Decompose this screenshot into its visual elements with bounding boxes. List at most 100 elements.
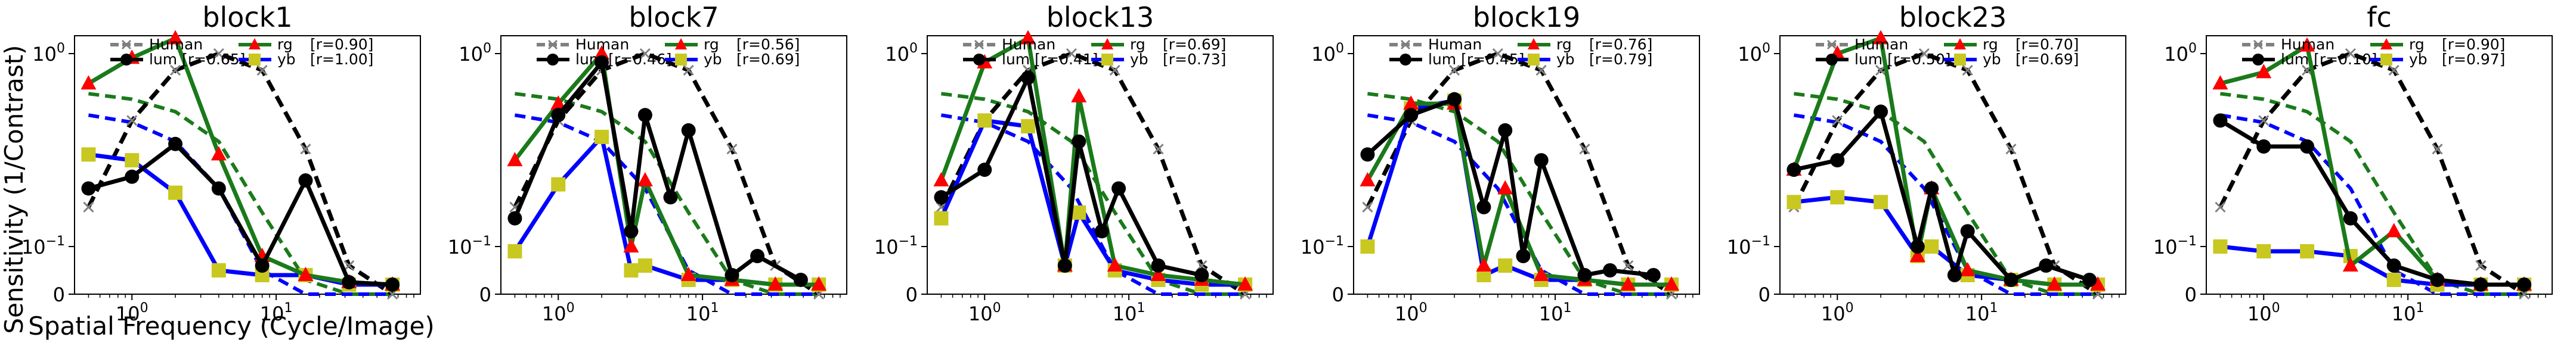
lum-point: [724, 268, 739, 282]
lum-point: [1498, 123, 1513, 138]
lum-point: [1960, 224, 1975, 239]
rg-point: [680, 267, 696, 281]
lum-point: [2430, 273, 2445, 287]
legend-rg-marker: [2380, 38, 2392, 49]
rg-point: [1403, 95, 1419, 110]
yb-point: [81, 147, 96, 162]
legend-human-label: Human: [2281, 36, 2334, 53]
lum-point: [934, 190, 949, 205]
human-point: [1623, 260, 1634, 272]
legend-yb-r: [r=0.97]: [2442, 51, 2505, 68]
lum-point: [1787, 163, 1801, 177]
legend-lum-label: lum [r=0.45]: [1428, 51, 1525, 68]
lum-line: [2219, 119, 2525, 287]
y-tick-label: 0: [1758, 283, 1770, 306]
rg-point: [2342, 257, 2358, 272]
human-point: [2475, 260, 2487, 272]
human-point: [726, 144, 738, 155]
legend-rg-marker: [1954, 38, 1966, 49]
human-point: [1832, 115, 1843, 126]
plot-frame: [2206, 35, 2553, 295]
legend-human-marker: [974, 39, 984, 50]
rg-line: [513, 51, 819, 287]
human-rg-line: [941, 92, 1246, 296]
y-tick-label: 10−1: [2153, 234, 2197, 258]
rg-line: [87, 36, 393, 287]
rg-point: [811, 276, 827, 291]
lum-point: [2082, 273, 2097, 287]
legend-rg-r: [r=0.56]: [736, 36, 800, 53]
rg-point: [550, 95, 566, 110]
human-point: [1492, 48, 1503, 60]
lum-line: [88, 142, 393, 287]
rg-point: [1107, 257, 1123, 272]
human-lum-line: [2218, 51, 2526, 296]
yb-point: [977, 113, 992, 128]
human-point: [2388, 64, 2399, 76]
x-tick-label: 101: [1113, 301, 1145, 325]
rg-point: [1476, 257, 1492, 272]
human-rg-line: [1367, 92, 1672, 296]
yb-point: [1874, 195, 1888, 210]
human-point: [213, 48, 224, 60]
rg-point: [1150, 267, 1166, 281]
x-axis-label: Spatial Frequency (Cycle/Image): [28, 311, 435, 341]
legend-human-marker: [121, 39, 132, 50]
legend-lum-marker: [1826, 54, 1838, 66]
legend-rg-label: rg: [277, 36, 293, 53]
lum-point: [1646, 268, 1661, 282]
rg-point: [1237, 276, 1253, 291]
yb-point: [2256, 244, 2271, 258]
legend-yb-r: [r=0.69]: [736, 51, 800, 68]
lum-line: [1366, 97, 1654, 277]
yb-point: [595, 129, 609, 144]
yb-point: [1021, 119, 1036, 134]
human-point: [1535, 64, 1547, 76]
human-point: [1918, 48, 1930, 60]
rg-point: [767, 276, 784, 291]
human-rg-line: [515, 92, 819, 296]
human-point: [1109, 64, 1120, 76]
legend-lum-marker: [547, 54, 559, 66]
rg-point: [623, 238, 639, 252]
rg-point: [80, 75, 97, 90]
lum-point: [385, 277, 400, 292]
yb-point: [1498, 258, 1513, 273]
legend-yb-label: yb: [704, 51, 722, 68]
lum-point: [2213, 113, 2228, 128]
y-tick-label: 100: [885, 41, 918, 66]
rg-point: [1533, 267, 1549, 281]
legend-human-label: Human: [1428, 36, 1482, 53]
rg-point: [210, 146, 227, 161]
legend-yb-label: yb: [2409, 51, 2428, 68]
legend-yb-label: yb: [1556, 51, 1575, 68]
human-point: [1448, 64, 1460, 76]
lum-point: [1057, 258, 1072, 273]
lum-point: [977, 163, 992, 177]
yb-point: [2213, 239, 2228, 254]
yb-point: [934, 211, 949, 226]
y-tick-label: 100: [1311, 41, 1344, 66]
yb-point: [637, 258, 652, 273]
lum-point: [2039, 258, 2054, 273]
legend-lum-label: lum [r=0.10]: [2281, 51, 2377, 68]
x-tick-label: 101: [686, 301, 719, 325]
y-tick-label: 10−1: [1727, 234, 1770, 258]
legend-yb-marker: [2380, 54, 2392, 66]
human-point: [2005, 144, 2017, 155]
legend-rg-marker: [675, 38, 687, 49]
human-point: [1153, 144, 1164, 155]
human-rg-line: [88, 92, 393, 296]
human-lum-line: [513, 51, 821, 296]
legend-yb-marker: [1528, 54, 1540, 66]
human-point: [1066, 48, 1077, 60]
legend-yb-label: yb: [1130, 51, 1148, 68]
lum-point: [2300, 139, 2315, 154]
lum-point: [1404, 108, 1419, 123]
lum-point: [1094, 224, 1109, 239]
